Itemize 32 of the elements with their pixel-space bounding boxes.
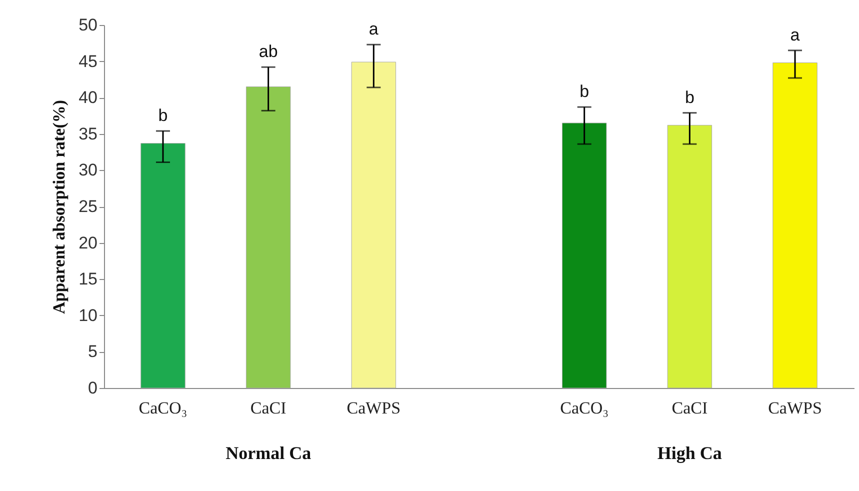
y-tick-label: 20 <box>78 233 98 252</box>
text: Normal Ca <box>226 443 312 463</box>
bar <box>562 122 607 388</box>
data-label: b <box>684 88 694 107</box>
y-tick-label: 35 <box>78 124 98 144</box>
y-tick-label: 5 <box>88 342 98 362</box>
y-tick-label: 30 <box>78 160 98 180</box>
y-tick-label: 40 <box>78 88 98 108</box>
bar <box>140 143 186 388</box>
data-label: b <box>580 82 590 102</box>
bar <box>351 62 396 388</box>
bar <box>772 62 818 388</box>
y-tick-label: 45 <box>78 52 98 71</box>
y-tick-label: 10 <box>78 306 98 325</box>
x-tick-label: CaCO₃ <box>138 398 188 418</box>
data-label: a <box>368 20 379 39</box>
y-axis-title: Apparent absorption rate(%) <box>50 100 69 314</box>
x-tick-label: CaCI <box>672 398 708 418</box>
bar <box>246 86 291 388</box>
y-tick-label: 0 <box>88 378 98 398</box>
data-label: a <box>790 25 800 44</box>
y-tick-label: 15 <box>78 270 98 289</box>
x-tick-label: CaCO₃ <box>560 398 609 418</box>
data-label: b <box>158 106 168 125</box>
x-tick-label: CaWPS <box>768 398 822 418</box>
y-tick-label: 50 <box>78 16 98 34</box>
x-tick-label: CaWPS <box>346 398 401 418</box>
x-tick-label: CaCI <box>250 398 287 418</box>
y-tick-label: 25 <box>78 197 98 216</box>
text: High Ca <box>657 443 722 463</box>
data-label: ab <box>258 42 278 62</box>
bar <box>667 124 712 388</box>
